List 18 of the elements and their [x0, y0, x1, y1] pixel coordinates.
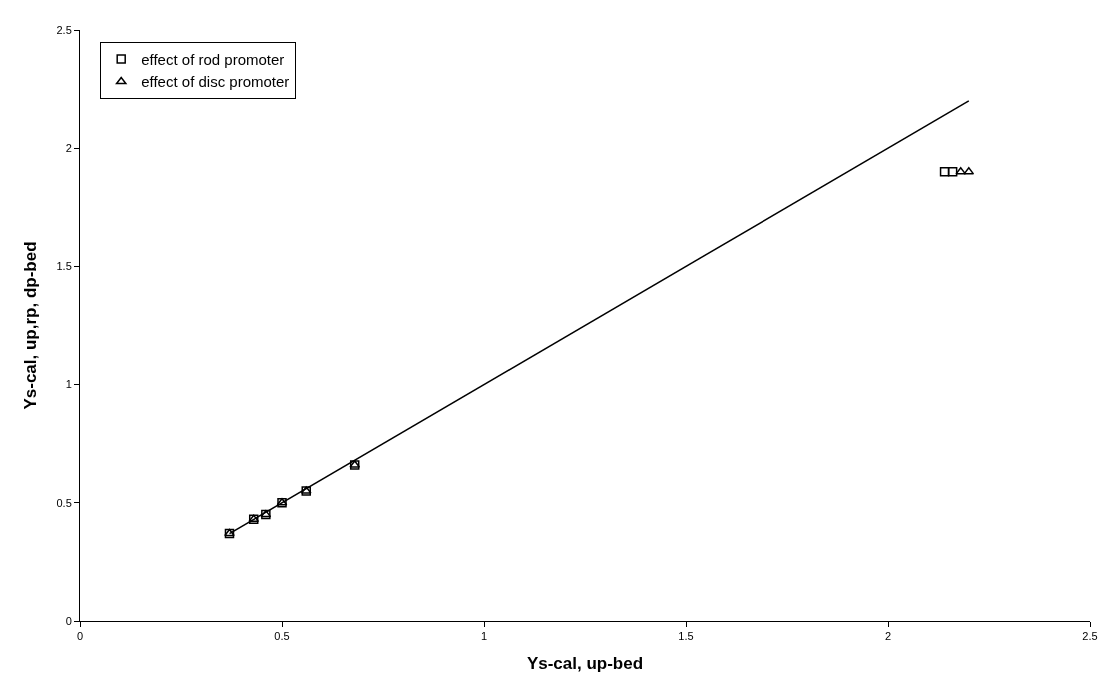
- y-tick-label: 2: [65, 142, 72, 155]
- x-tick-label: 2.5: [1082, 630, 1098, 643]
- x-tick-label: 0.5: [274, 630, 290, 643]
- x-tick-label: 1.5: [678, 630, 694, 643]
- x-tick-label: 0: [76, 630, 84, 643]
- y-axis-title: Ys-cal, up,rp, dp-bed: [21, 241, 41, 410]
- legend-label: effect of rod promoter: [141, 50, 285, 68]
- point: [947, 167, 958, 177]
- y-tick-label: 1: [65, 378, 72, 391]
- x-axis-title: Ys-cal, up-bed: [526, 653, 644, 673]
- legend-label: effect of disc promoter: [141, 73, 290, 91]
- y-tick-label: 0: [65, 614, 72, 627]
- y-tick-label: 0.5: [56, 496, 72, 509]
- y-tick-label: 1.5: [56, 260, 72, 273]
- x-tick-label: 2: [884, 630, 892, 643]
- x-tick-label: 1: [480, 630, 488, 643]
- y-tick-label: 2.5: [56, 23, 72, 36]
- point: [939, 167, 950, 177]
